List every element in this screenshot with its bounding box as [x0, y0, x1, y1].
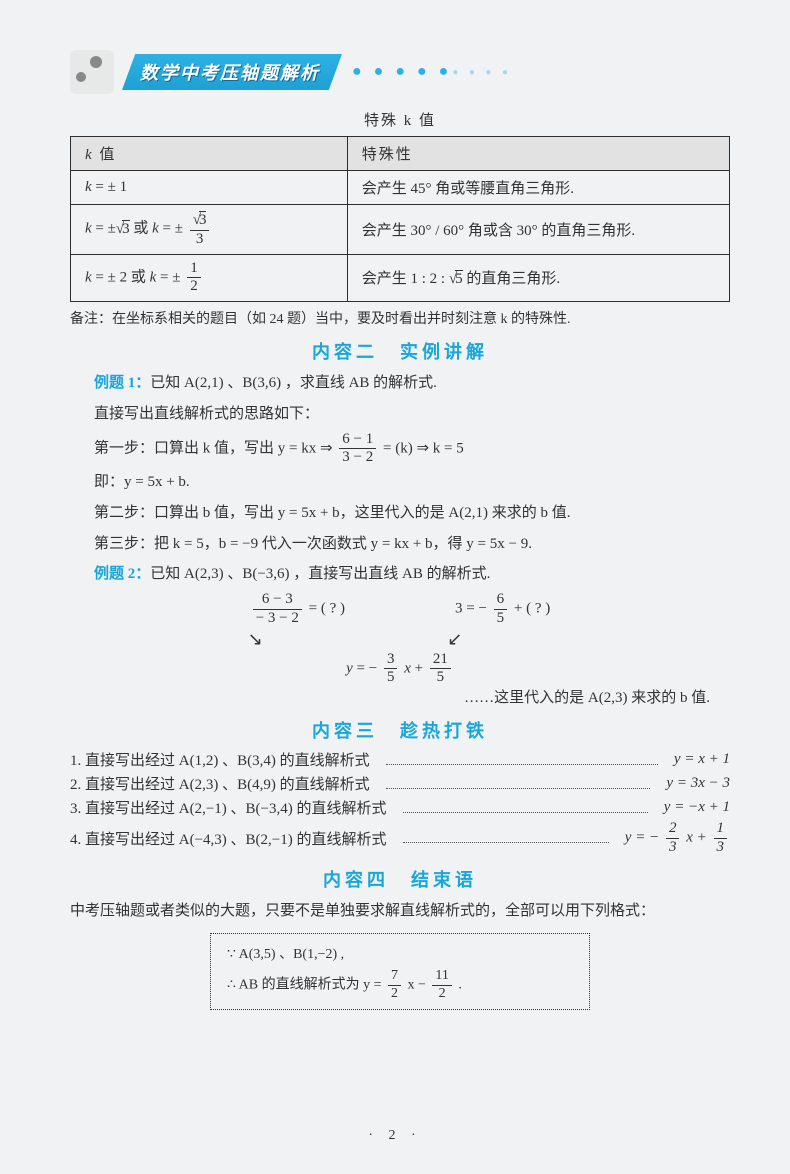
cell-k: k = ± 1 [71, 171, 348, 205]
section2-title: 内容二 实例讲解 [70, 338, 730, 364]
ex2-eq-left: 6 − 3− 3 − 2 = ( ? ) [250, 592, 345, 627]
section4-title: 内容四 结束语 [70, 866, 730, 892]
cell-prop: 会产生 1 : 2 : 5 的直角三角形. [347, 254, 729, 302]
exercise-a: y = −x + 1 [664, 799, 730, 816]
table-header-row: k 值 特殊性 [71, 137, 730, 171]
table-caption: 特殊 k 值 [70, 109, 730, 130]
ex1-hint: 直接写出直线解析式的思路如下： [94, 401, 730, 429]
special-k-table: k 值 特殊性 k = ± 1 会产生 45° 角或等腰直角三角形. k = ±… [70, 136, 730, 302]
section4-text: 中考压轴题或者类似的大题，只要不是单独要求解直线解析式的，全部可以用下列格式： [70, 898, 730, 926]
arrow-icon: ↘ ↙ [70, 629, 730, 650]
ex2-result: y = − 35 x + 215 [70, 652, 730, 687]
ex1-label: 例题 1： [94, 375, 150, 391]
exercise-q: 2. 直接写出经过 A(2,3) 、B(4,9) 的直线解析式 [70, 773, 370, 794]
ex1-imply: 即：y = 5x + b. [94, 469, 730, 497]
exercise-row: 3. 直接写出经过 A(2,−1) 、B(−3,4) 的直线解析式 y = −x… [70, 797, 730, 818]
ex2-eq-right: 3 = − 65 + ( ? ) [455, 592, 550, 627]
exercise-q: 1. 直接写出经过 A(1,2) 、B(3,4) 的直线解析式 [70, 749, 370, 770]
dots-fill-icon [386, 779, 651, 789]
ribbon-shape: 数学中考压轴题解析 [122, 54, 342, 90]
exercise-row: 1. 直接写出经过 A(1,2) 、B(3,4) 的直线解析式 y = x + … [70, 749, 730, 770]
exercise-a: y = 3x − 3 [666, 775, 730, 792]
box-line2: ∴ AB 的直线解析式为 y = 72 x − 112 . [227, 969, 573, 1001]
exercise-q: 4. 直接写出经过 A(−4,3) 、B(2,−1) 的直线解析式 [70, 828, 387, 849]
section3-title: 内容三 趁热打铁 [70, 717, 730, 743]
page-number: · 2 · [0, 1128, 790, 1144]
exercise-a: y = x + 1 [674, 751, 730, 768]
cell-k: k = ± 2 或 k = ± 12 [71, 254, 348, 302]
trailing-dots-icon: ● ● ● ● ●● ● ● ● [352, 63, 512, 81]
deco-icon [70, 50, 114, 94]
ribbon-title: 数学中考压轴题解析 [140, 63, 320, 83]
table-remark: 备注：在坐标系相关的题目（如 24 题）当中，要及时看出并时刻注意 k 的特殊性… [70, 308, 730, 328]
dots-fill-icon [386, 755, 658, 765]
table-row: k = ±3 或 k = ± 33 会产生 30° / 60° 角或含 30° … [71, 205, 730, 255]
col-k: k 值 [71, 137, 348, 171]
dots-fill-icon [403, 833, 609, 843]
exercise-a: y = − 23 x + 13 [625, 821, 730, 856]
ex2-stem: 例题 2：已知 A(2,3) 、B(−3,6) ，直接写出直线 AB 的解析式. [94, 561, 730, 589]
ex1-step3: 第三步：把 k = 5，b = −9 代入一次函数式 y = kx + b，得 … [94, 531, 730, 559]
exercise-row: 4. 直接写出经过 A(−4,3) 、B(2,−1) 的直线解析式 y = − … [70, 821, 730, 856]
box-line1: ∵ A(3,5) 、B(1,−2) , [227, 942, 573, 969]
table-row: k = ± 2 或 k = ± 12 会产生 1 : 2 : 5 的直角三角形. [71, 254, 730, 302]
ex1-step1: 第一步：口算出 k 值，写出 y = kx ⇒ 6 − 13 − 2 = (k)… [94, 432, 730, 467]
ex2-note: ……这里代入的是 A(2,3) 来求的 b 值. [70, 686, 710, 707]
cell-prop: 会产生 45° 角或等腰直角三角形. [347, 171, 729, 205]
ex2-label: 例题 2： [94, 566, 150, 582]
ex2-eq-row: 6 − 3− 3 − 2 = ( ? ) 3 = − 65 + ( ? ) [70, 592, 730, 627]
dots-fill-icon [403, 803, 648, 813]
exercise-q: 3. 直接写出经过 A(2,−1) 、B(−3,4) 的直线解析式 [70, 797, 387, 818]
ex1-step2: 第二步：口算出 b 值，写出 y = 5x + b，这里代入的是 A(2,1) … [94, 500, 730, 528]
ex1-stem: 例题 1：已知 A(2,1) 、B(3,6) ，求直线 AB 的解析式. [94, 370, 730, 398]
cell-prop: 会产生 30° / 60° 角或含 30° 的直角三角形. [347, 205, 729, 255]
exercise-row: 2. 直接写出经过 A(2,3) 、B(4,9) 的直线解析式 y = 3x −… [70, 773, 730, 794]
chapter-ribbon: 数学中考压轴题解析 ● ● ● ● ●● ● ● ● [70, 50, 730, 94]
final-format-box: ∵ A(3,5) 、B(1,−2) , ∴ AB 的直线解析式为 y = 72 … [210, 933, 590, 1010]
col-prop: 特殊性 [347, 137, 729, 171]
cell-k: k = ±3 或 k = ± 33 [71, 205, 348, 255]
table-row: k = ± 1 会产生 45° 角或等腰直角三角形. [71, 171, 730, 205]
